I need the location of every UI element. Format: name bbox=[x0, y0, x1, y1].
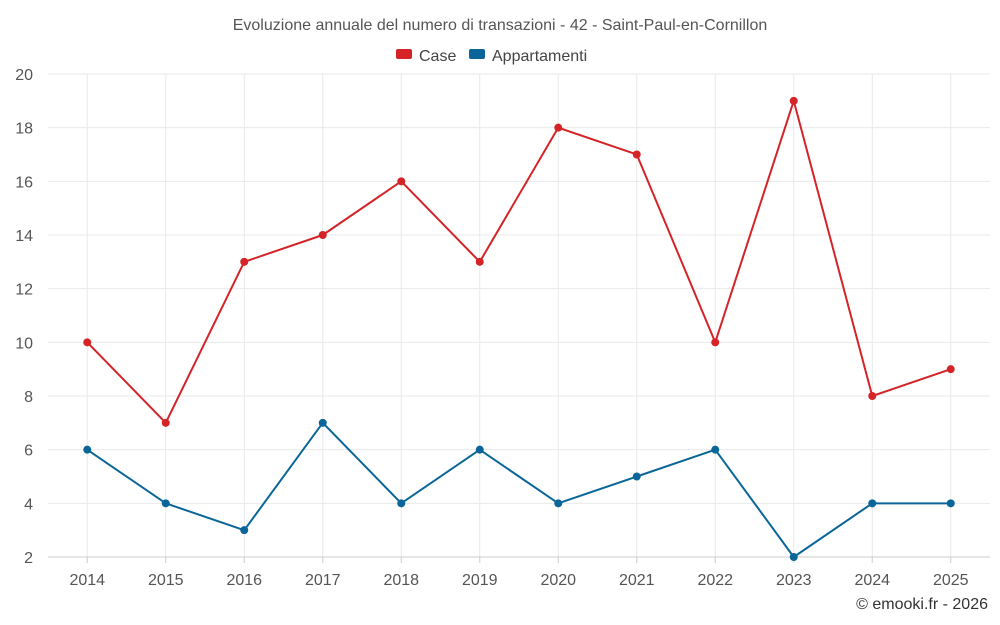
series bbox=[83, 96, 955, 561]
data-point-case-2025[interactable] bbox=[946, 365, 955, 374]
x-tick-label: 2019 bbox=[462, 572, 498, 589]
credit-text: © emooki.fr - 2026 bbox=[856, 596, 988, 613]
legend-label-case: Case bbox=[419, 48, 456, 65]
grid bbox=[48, 73, 990, 558]
y-tick-label: 4 bbox=[24, 496, 33, 513]
y-tick-label: 12 bbox=[15, 282, 33, 299]
x-axis-ticks: 2014 2015 2016 2017 2018 2019 2020 2021 2022 2023… bbox=[69, 557, 969, 589]
data-point-case-2020[interactable] bbox=[554, 123, 563, 132]
legend-item-case[interactable]: Case bbox=[396, 48, 456, 65]
data-point-appartamenti-2025[interactable] bbox=[946, 499, 955, 508]
x-tick-label: 2022 bbox=[697, 572, 733, 589]
x-tick-label: 2015 bbox=[148, 572, 184, 589]
data-point-case-2021[interactable] bbox=[632, 150, 641, 159]
x-tick-label: 2018 bbox=[383, 572, 419, 589]
data-point-appartamenti-2019[interactable] bbox=[475, 445, 484, 454]
data-point-case-2024[interactable] bbox=[868, 392, 877, 400]
data-point-appartamenti-2015[interactable] bbox=[161, 499, 170, 508]
data-point-case-2023[interactable] bbox=[789, 96, 798, 105]
data-point-appartamenti-2021[interactable] bbox=[632, 472, 641, 481]
x-tick-label: 2016 bbox=[226, 572, 262, 589]
chart-title: Evoluzione annuale del numero di transaz… bbox=[233, 17, 768, 34]
data-point-appartamenti-2020[interactable] bbox=[554, 499, 563, 508]
data-point-appartamenti-2014[interactable] bbox=[83, 445, 92, 454]
data-point-case-2016[interactable] bbox=[240, 257, 249, 266]
x-tick-label: 2023 bbox=[776, 572, 812, 589]
legend-swatch-case bbox=[396, 49, 412, 59]
x-tick-label: 2020 bbox=[540, 572, 576, 589]
data-point-appartamenti-2022[interactable] bbox=[711, 445, 720, 454]
y-tick-label: 8 bbox=[24, 389, 33, 406]
x-tick-label: 2021 bbox=[619, 572, 655, 589]
legend: Case Appartamenti bbox=[396, 48, 587, 65]
y-tick-label: 10 bbox=[15, 335, 33, 352]
data-point-case-2015[interactable] bbox=[161, 418, 170, 427]
series-line-appartamenti bbox=[86, 421, 951, 558]
data-point-appartamenti-2016[interactable] bbox=[240, 526, 249, 535]
legend-label-appartamenti: Appartamenti bbox=[492, 48, 587, 65]
y-tick-label: 20 bbox=[15, 67, 33, 84]
series-line-case bbox=[86, 99, 952, 424]
data-point-appartamenti-2017[interactable] bbox=[318, 418, 327, 427]
data-point-appartamenti-2024[interactable] bbox=[868, 499, 877, 508]
data-point-case-2019[interactable] bbox=[475, 257, 484, 266]
y-tick-label: 18 bbox=[15, 121, 33, 138]
y-tick-label: 2 bbox=[24, 550, 33, 567]
data-point-appartamenti-2023[interactable] bbox=[789, 553, 798, 561]
y-tick-label: 14 bbox=[15, 228, 33, 245]
legend-item-appartamenti[interactable]: Appartamenti bbox=[469, 48, 587, 65]
data-point-appartamenti-2018[interactable] bbox=[397, 499, 406, 508]
legend-swatch-appartamenti bbox=[469, 49, 485, 59]
y-tick-label: 6 bbox=[24, 443, 33, 460]
data-point-case-2022[interactable] bbox=[711, 338, 720, 347]
data-point-case-2018[interactable] bbox=[397, 177, 406, 186]
y-tick-label: 16 bbox=[15, 174, 33, 191]
series-appartamenti bbox=[83, 418, 955, 561]
y-axis-ticks: 2 4 6 8 10 12 14 16 18 20 bbox=[15, 67, 33, 567]
x-tick-label: 2014 bbox=[69, 572, 105, 589]
x-tick-label: 2025 bbox=[933, 572, 969, 589]
x-tick-label: 2017 bbox=[305, 572, 341, 589]
data-point-case-2017[interactable] bbox=[318, 231, 327, 239]
x-tick-label: 2024 bbox=[854, 572, 890, 589]
series-case bbox=[83, 96, 955, 427]
data-point-case-2014[interactable] bbox=[83, 338, 92, 347]
